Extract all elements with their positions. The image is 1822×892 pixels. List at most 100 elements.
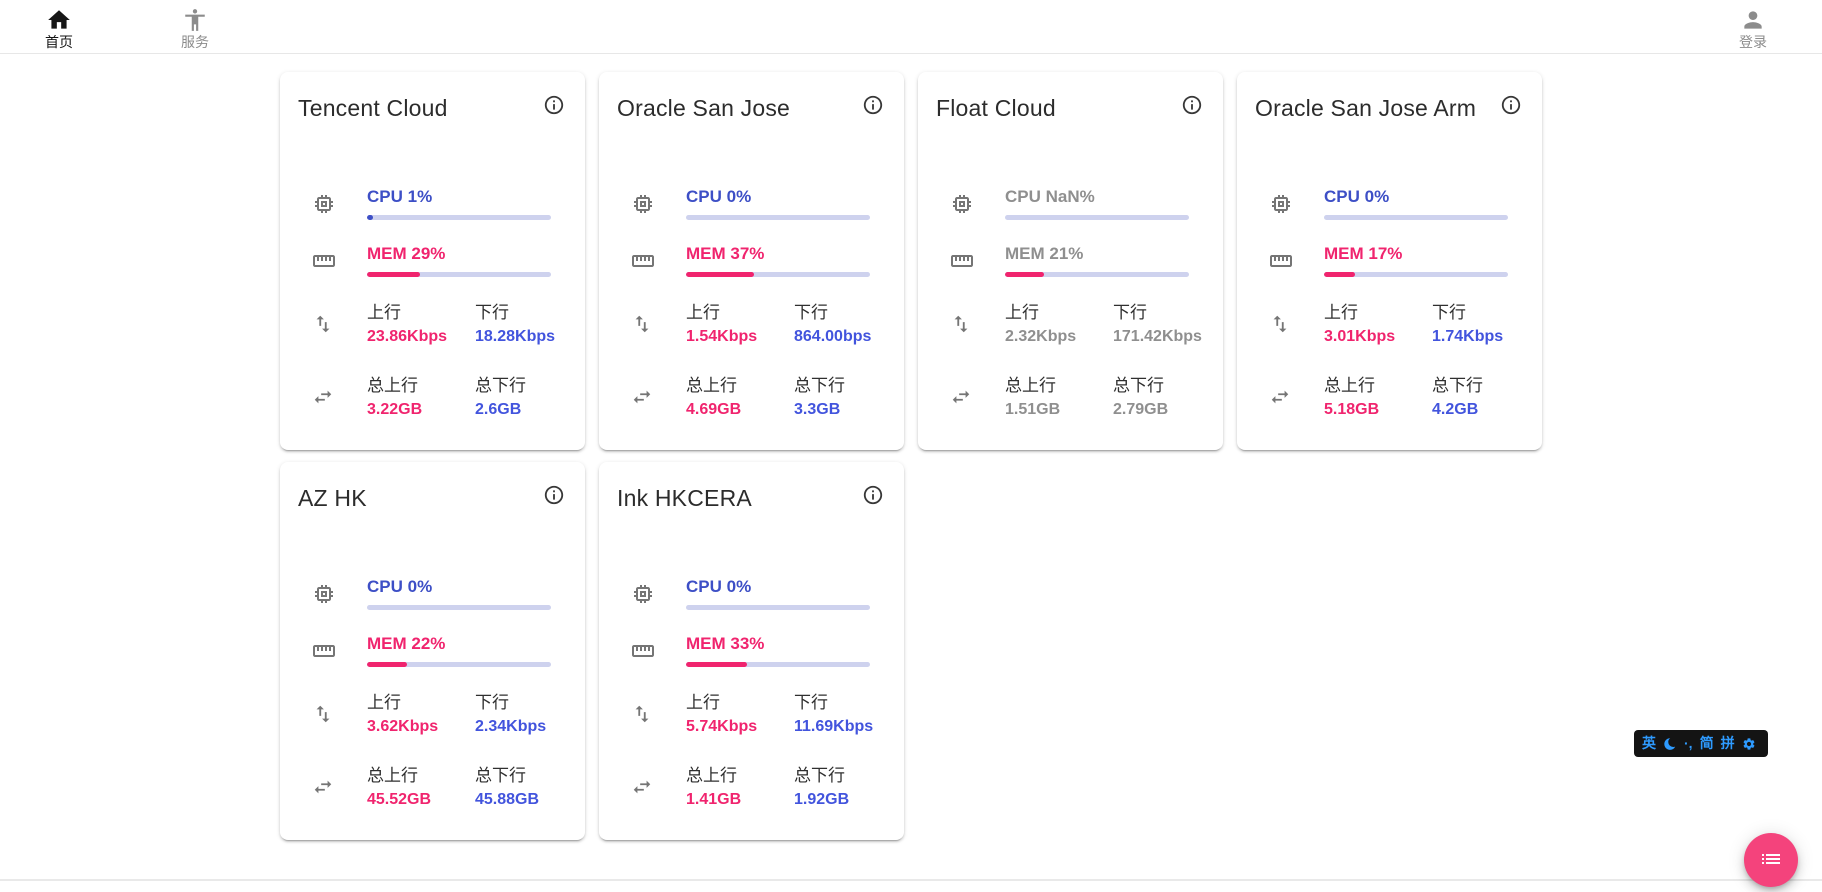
total-columns: 总上行 45.52GB 总下行 45.88GB — [367, 764, 583, 811]
nav-item-home[interactable]: 首页 — [20, 4, 98, 53]
total-down-value: 45.88GB — [475, 791, 540, 808]
swap-vert-icon — [312, 313, 336, 337]
cpu-meter: CPU 0% — [367, 577, 565, 610]
down-label: 下行 — [475, 693, 509, 712]
server-name: Tencent Cloud — [298, 95, 448, 121]
info-icon[interactable] — [862, 94, 884, 116]
top-nav: 首页 服务 登录 — [0, 0, 1822, 54]
total-download-column: 总下行 1.92GB — [794, 764, 902, 811]
total-columns: 总上行 1.51GB 总下行 2.79GB — [1005, 374, 1221, 421]
total-row: 总上行 1.51GB 总下行 2.79GB — [936, 374, 1203, 421]
speed-columns: 上行 2.32Kbps 下行 171.42Kbps — [1005, 301, 1221, 348]
swap-vert-icon — [631, 313, 655, 337]
mem-row: MEM 21% — [936, 244, 1203, 277]
total-upload-column: 总上行 3.22GB — [367, 374, 475, 421]
up-label: 上行 — [686, 303, 720, 322]
cpu-progressbar — [686, 215, 870, 220]
total-download-column: 总下行 2.79GB — [1113, 374, 1221, 421]
home-icon — [46, 7, 72, 33]
mem-meter: MEM 33% — [686, 634, 884, 667]
total-down-value: 2.6GB — [475, 401, 522, 418]
server-grid: Tencent Cloud CPU 1% MEM 29% — [280, 72, 1542, 840]
nav-item-services[interactable]: 服务 — [156, 4, 234, 53]
ime-pinyin-toggle[interactable]: 拼 — [1720, 735, 1735, 751]
info-icon[interactable] — [1500, 94, 1522, 116]
swap-horiz-icon — [1269, 386, 1293, 410]
speed-row: 上行 3.62Kbps 下行 2.34Kbps — [298, 691, 565, 738]
upload-column: 上行 3.01Kbps — [1324, 301, 1432, 348]
cpu-label: CPU 0% — [686, 577, 752, 596]
total-up-label: 总上行 — [686, 766, 737, 785]
up-value: 23.86Kbps — [367, 328, 448, 345]
ime-simplified-toggle[interactable]: 简 — [1699, 735, 1714, 751]
card-header: Float Cloud — [936, 72, 1203, 124]
total-columns: 总上行 5.18GB 总下行 4.2GB — [1324, 374, 1540, 421]
down-value: 1.74Kbps — [1432, 328, 1504, 345]
mem-label: MEM 29% — [367, 244, 446, 263]
total-download-column: 总下行 45.88GB — [475, 764, 583, 811]
total-row: 总上行 5.18GB 总下行 4.2GB — [1255, 374, 1522, 421]
ime-punctuation-toggle[interactable]: ·, — [1684, 735, 1693, 751]
server-card: Tencent Cloud CPU 1% MEM 29% — [280, 72, 585, 450]
ime-language-toggle[interactable]: 英 — [1642, 735, 1656, 751]
upload-column: 上行 5.74Kbps — [686, 691, 794, 738]
mem-progressbar — [367, 272, 551, 277]
server-name: Ink HKCERA — [617, 485, 752, 511]
speed-row: 上行 2.32Kbps 下行 171.42Kbps — [936, 301, 1203, 348]
cpu-chip-icon — [1269, 192, 1293, 216]
swap-horiz-icon — [312, 386, 336, 410]
mem-row: MEM 37% — [617, 244, 884, 277]
nav-item-label: 首页 — [45, 34, 73, 50]
cpu-chip-icon — [950, 192, 974, 216]
mem-meter: MEM 37% — [686, 244, 884, 277]
info-icon[interactable] — [862, 484, 884, 506]
info-icon[interactable] — [543, 94, 565, 116]
total-up-value: 45.52GB — [367, 791, 432, 808]
swap-horiz-icon — [631, 386, 655, 410]
cpu-progressbar — [1324, 215, 1508, 220]
cpu-progressbar — [367, 215, 551, 220]
cpu-progressbar — [367, 605, 551, 610]
total-up-label: 总上行 — [686, 376, 737, 395]
down-value: 864.00bps — [794, 328, 872, 345]
card-header: Oracle San Jose Arm — [1255, 72, 1522, 124]
gear-icon[interactable] — [1742, 737, 1756, 751]
mem-bar-fill — [686, 662, 747, 667]
total-down-label: 总下行 — [1113, 376, 1164, 395]
server-list-fab[interactable] — [1744, 833, 1798, 887]
total-upload-column: 总上行 5.18GB — [1324, 374, 1432, 421]
server-card: Float Cloud CPU NaN% MEM 21% — [918, 72, 1223, 450]
mem-row: MEM 17% — [1255, 244, 1522, 277]
swap-horiz-icon — [312, 776, 336, 800]
swap-vert-icon — [950, 313, 974, 337]
total-down-label: 总下行 — [1432, 376, 1483, 395]
server-card: Ink HKCERA CPU 0% MEM 33% — [599, 462, 904, 840]
upload-column: 上行 3.62Kbps — [367, 691, 475, 738]
mem-label: MEM 37% — [686, 244, 765, 263]
server-card: Oracle San Jose CPU 0% MEM 37% — [599, 72, 904, 450]
server-name: Oracle San Jose — [617, 95, 791, 121]
speed-row: 上行 1.54Kbps 下行 864.00bps — [617, 301, 884, 348]
mem-progressbar — [686, 662, 870, 667]
download-column: 下行 18.28Kbps — [475, 301, 583, 348]
total-down-label: 总下行 — [475, 376, 526, 395]
total-upload-column: 总上行 4.69GB — [686, 374, 794, 421]
total-row: 总上行 45.52GB 总下行 45.88GB — [298, 764, 565, 811]
mem-meter: MEM 21% — [1005, 244, 1203, 277]
info-icon[interactable] — [1181, 94, 1203, 116]
server-name: AZ HK — [298, 485, 367, 511]
ime-toolbar[interactable]: 英 ·, 简 拼 — [1634, 730, 1768, 757]
cpu-progressbar — [686, 605, 870, 610]
ruler-icon — [631, 639, 655, 663]
moon-icon[interactable] — [1663, 737, 1677, 751]
total-up-label: 总上行 — [1324, 376, 1375, 395]
cpu-label: CPU NaN% — [1005, 187, 1095, 206]
cpu-chip-icon — [312, 582, 336, 606]
mem-bar-fill — [1005, 272, 1044, 277]
nav-item-login[interactable]: 登录 — [1714, 4, 1792, 53]
total-download-column: 总下行 4.2GB — [1432, 374, 1540, 421]
info-icon[interactable] — [543, 484, 565, 506]
cpu-row: CPU 1% — [298, 187, 565, 220]
total-row: 总上行 4.69GB 总下行 3.3GB — [617, 374, 884, 421]
speed-row: 上行 3.01Kbps 下行 1.74Kbps — [1255, 301, 1522, 348]
